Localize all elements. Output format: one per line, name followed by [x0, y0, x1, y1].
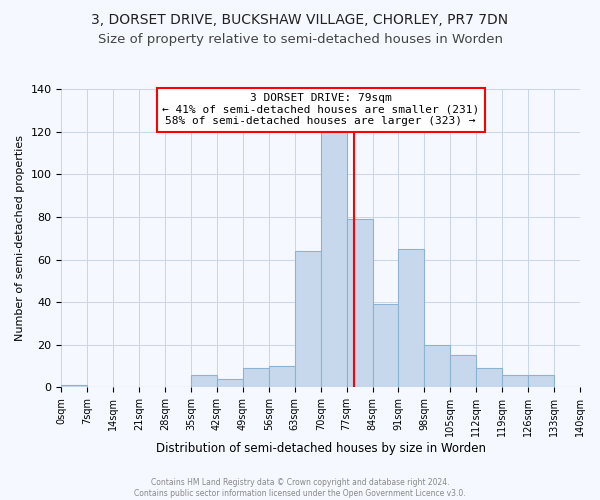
Bar — [451, 356, 476, 388]
Text: 3 DORSET DRIVE: 79sqm
← 41% of semi-detached houses are smaller (231)
58% of sem: 3 DORSET DRIVE: 79sqm ← 41% of semi-deta… — [162, 94, 479, 126]
Bar — [295, 251, 321, 388]
X-axis label: Distribution of semi-detached houses by size in Worden: Distribution of semi-detached houses by … — [156, 442, 486, 455]
Bar — [347, 219, 373, 388]
Bar — [502, 374, 528, 388]
Text: Size of property relative to semi-detached houses in Worden: Size of property relative to semi-detach… — [97, 32, 503, 46]
Bar — [243, 368, 269, 388]
Bar — [476, 368, 502, 388]
Bar — [269, 366, 295, 388]
Bar — [373, 304, 398, 388]
Text: Contains HM Land Registry data © Crown copyright and database right 2024.
Contai: Contains HM Land Registry data © Crown c… — [134, 478, 466, 498]
Y-axis label: Number of semi-detached properties: Number of semi-detached properties — [15, 135, 25, 341]
Bar — [424, 345, 451, 388]
Bar — [321, 110, 347, 388]
Text: 3, DORSET DRIVE, BUCKSHAW VILLAGE, CHORLEY, PR7 7DN: 3, DORSET DRIVE, BUCKSHAW VILLAGE, CHORL… — [91, 12, 509, 26]
Bar — [191, 374, 217, 388]
Bar — [528, 374, 554, 388]
Bar — [217, 379, 243, 388]
Bar — [398, 249, 424, 388]
Bar — [61, 386, 88, 388]
